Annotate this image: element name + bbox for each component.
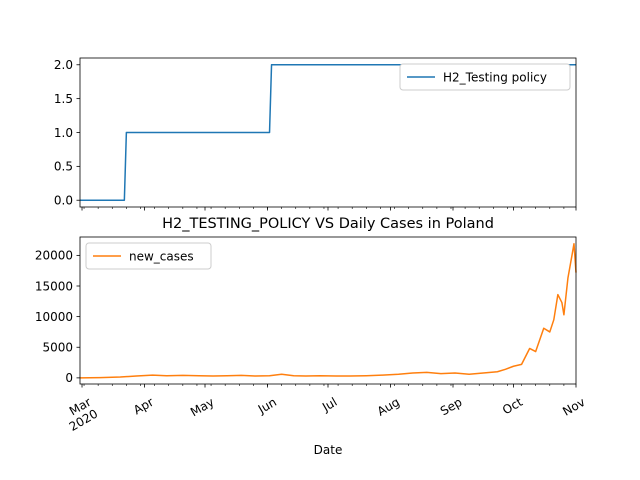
policy-subplot: 0.0 0.5 1.0 1.5 2.0 H2_Testing policy — [54, 57, 577, 211]
policy-axes-frame — [79, 57, 577, 208]
policy-y-tick-label: 0.5 — [54, 160, 73, 174]
cases-x-tick-label: Jul — [319, 395, 339, 415]
policy-y-tick-label: 0.0 — [54, 194, 73, 208]
cases-y-tick-label: 5000 — [42, 341, 73, 355]
policy-y-tick-label: 1.5 — [54, 92, 73, 106]
x-axis-label: Date — [314, 443, 343, 457]
cases-y-tick-label: 20000 — [35, 249, 73, 263]
cases-y-tick-label: 15000 — [35, 279, 73, 293]
new-cases-series — [79, 242, 577, 379]
cases-axes-frame — [79, 236, 577, 385]
cases-legend: new_cases — [85, 242, 212, 270]
chart-title: H2_TESTING_POLICY VS Daily Cases in Pola… — [162, 216, 494, 232]
cases-x-tick-label: Mar2020 — [60, 395, 100, 434]
policy-y-tick-label: 2.0 — [54, 58, 73, 72]
policy-y-tick-label: 1.0 — [54, 126, 73, 140]
cases-legend-label: new_cases — [129, 249, 194, 263]
series-line-h2-testing-policy — [80, 64, 576, 201]
policy-legend-box — [399, 63, 571, 91]
cases-y-tick-label: 0 — [65, 371, 73, 385]
testing-policy-series — [80, 64, 576, 201]
policy-legend: H2_Testing policy — [399, 63, 571, 91]
cases-y-tick-label: 10000 — [35, 310, 73, 324]
cases-y-ticks: 0 5000 10000 15000 20000 — [35, 249, 80, 385]
policy-y-ticks: 0.0 0.5 1.0 1.5 2.0 — [54, 58, 80, 208]
cases-legend-box — [85, 242, 212, 270]
policy-legend-label: H2_Testing policy — [443, 70, 547, 84]
series-line-new-cases — [79, 242, 577, 379]
